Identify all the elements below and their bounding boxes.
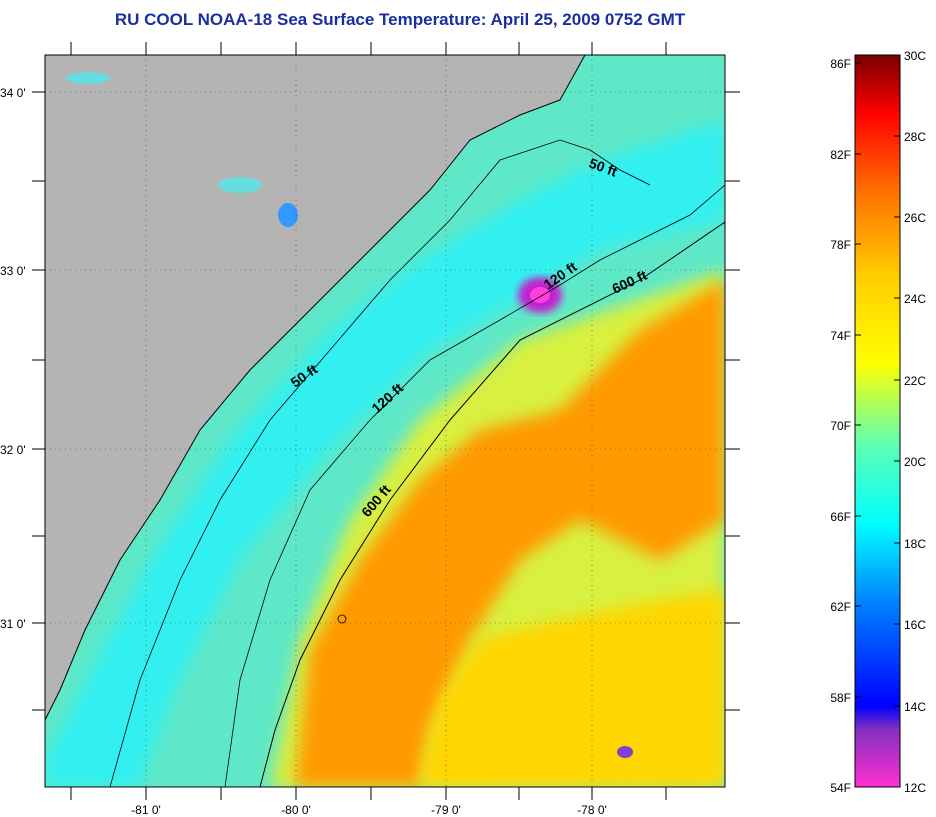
colorbar-f-label: 82F — [830, 148, 851, 162]
colorbar-c-label: 22C — [904, 374, 926, 388]
cold-spot-south — [617, 746, 633, 758]
colorbar-f-label: 74F — [830, 329, 851, 343]
lon-label: -78 0' — [577, 803, 607, 817]
colorbar-ticks — [855, 54, 900, 707]
contour-120ft — [224, 184, 725, 787]
colorbar-c-label: 30C — [904, 49, 926, 63]
lake-2 — [278, 203, 298, 227]
sst-map-area — [45, 55, 725, 787]
lat-label: 32 0' — [0, 443, 26, 457]
gulf-stream-region — [295, 280, 725, 787]
lat-label: 34 0' — [0, 86, 26, 100]
colorbar-c-label: 14C — [904, 700, 926, 714]
cold-shelf-water — [45, 120, 725, 787]
colorbar-c-label: 16C — [904, 618, 926, 632]
colorbar-f-label: 66F — [830, 510, 851, 524]
colorbar-c-label: 24C — [904, 292, 926, 306]
lake-1 — [218, 177, 262, 193]
colorbar — [854, 54, 901, 788]
buoy-marker — [337, 614, 347, 624]
colorbar-f-label: 70F — [830, 419, 851, 433]
contour-600ft — [259, 221, 725, 787]
lon-label: -79 0' — [431, 803, 461, 817]
colorbar-c-label: 20C — [904, 455, 926, 469]
axis-ticks — [32, 42, 740, 800]
colorbar-c-label: 26C — [904, 211, 926, 225]
cold-patch-core — [530, 287, 550, 303]
lat-label: 33 0' — [0, 264, 26, 278]
map-title: RU COOL NOAA-18 Sea Surface Temperature:… — [114, 10, 686, 29]
warm-tongue — [420, 590, 725, 787]
map-frame — [44, 54, 726, 788]
lon-label: -81 0' — [131, 803, 161, 817]
gridlines — [45, 55, 725, 787]
colorbar-c-label: 18C — [904, 537, 926, 551]
lake-3 — [66, 72, 110, 84]
colorbar-f-label: 78F — [830, 238, 851, 252]
colorbar-c-label: 28C — [904, 130, 926, 144]
colorbar-f-label: 58F — [830, 691, 851, 705]
colorbar-f-label: 54F — [830, 781, 851, 795]
colorbar-f-label: 62F — [830, 600, 851, 614]
colorbar-f-label: 86F — [830, 57, 851, 71]
lon-label: -80 0' — [281, 803, 311, 817]
colorbar-c-label: 12C — [904, 781, 926, 795]
land-mass — [45, 55, 585, 720]
lat-label: 31 0' — [0, 617, 26, 631]
contour-50ft — [109, 139, 651, 787]
coastline — [45, 55, 586, 721]
